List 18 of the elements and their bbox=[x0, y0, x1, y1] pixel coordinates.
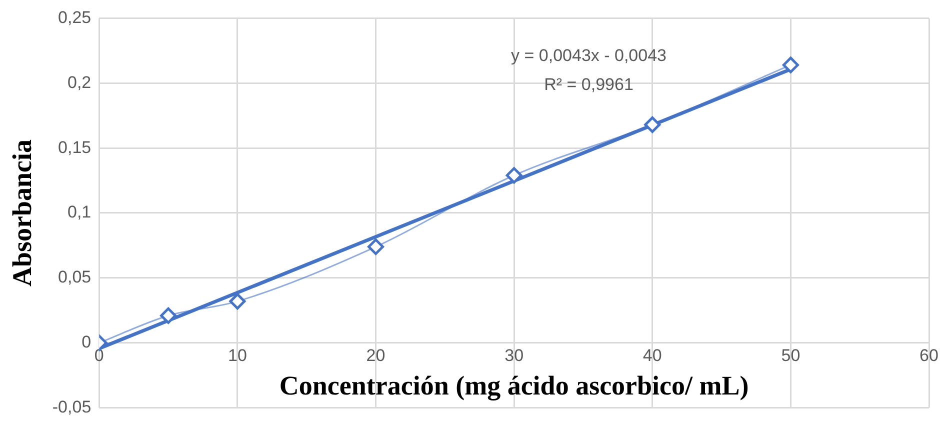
y-axis-title: Absorbancia bbox=[7, 138, 38, 287]
y-tick-label: 0 bbox=[82, 332, 92, 352]
x-axis-title: Concentración (mg ácido ascorbico/ mL) bbox=[279, 370, 749, 400]
x-tick-label: 0 bbox=[94, 346, 104, 365]
y-tick-label: -0,05 bbox=[52, 397, 92, 416]
y-tick-label: 0,25 bbox=[58, 8, 92, 27]
x-tick-label: 20 bbox=[366, 346, 386, 365]
y-tick-label: 0,05 bbox=[58, 268, 92, 287]
x-tick-label: 30 bbox=[504, 346, 524, 365]
y-tick-label: 0,2 bbox=[68, 72, 92, 92]
x-tick-label: 60 bbox=[920, 346, 938, 365]
y-tick-label: 0,15 bbox=[58, 138, 92, 157]
x-tick-label: 10 bbox=[228, 346, 247, 365]
annotation: R² = 0,9961 bbox=[544, 74, 634, 94]
x-tick-label: 40 bbox=[642, 346, 662, 365]
x-tick-label: 50 bbox=[781, 346, 800, 365]
y-tick-label: 0,1 bbox=[68, 202, 92, 222]
annotation: y = 0,0043x - 0,0043 bbox=[511, 46, 667, 65]
